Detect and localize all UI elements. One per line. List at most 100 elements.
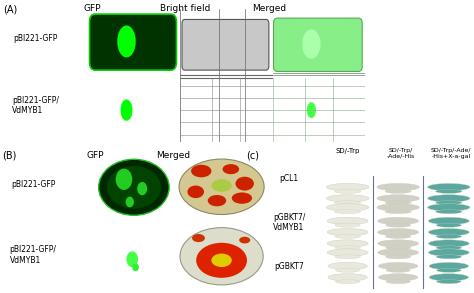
Ellipse shape	[385, 210, 411, 214]
Ellipse shape	[99, 159, 169, 215]
Ellipse shape	[236, 177, 254, 190]
Ellipse shape	[328, 262, 367, 270]
Text: pBI221-GFP/
VdMYB1: pBI221-GFP/ VdMYB1	[12, 96, 59, 115]
Ellipse shape	[385, 255, 411, 259]
Ellipse shape	[335, 246, 360, 250]
Ellipse shape	[215, 180, 228, 188]
Ellipse shape	[429, 274, 468, 281]
Text: SD/-Trp/-Ade/
-His+X-a-gal: SD/-Trp/-Ade/ -His+X-a-gal	[431, 148, 472, 159]
Ellipse shape	[436, 255, 462, 259]
Ellipse shape	[378, 249, 419, 256]
Ellipse shape	[335, 223, 360, 227]
Text: GFP: GFP	[86, 151, 103, 160]
Ellipse shape	[378, 240, 419, 247]
Ellipse shape	[132, 263, 139, 271]
Ellipse shape	[385, 234, 411, 239]
Ellipse shape	[192, 234, 205, 242]
Ellipse shape	[385, 246, 411, 250]
Text: SD/-Trp: SD/-Trp	[336, 148, 360, 154]
FancyBboxPatch shape	[90, 14, 176, 70]
Text: pGBKT7: pGBKT7	[274, 262, 304, 271]
Ellipse shape	[437, 280, 461, 284]
Ellipse shape	[378, 262, 418, 270]
Ellipse shape	[191, 165, 211, 177]
Ellipse shape	[386, 268, 410, 272]
Ellipse shape	[386, 280, 410, 284]
FancyBboxPatch shape	[273, 18, 362, 71]
Ellipse shape	[436, 223, 462, 227]
Ellipse shape	[437, 268, 461, 272]
Ellipse shape	[428, 204, 470, 211]
Ellipse shape	[307, 102, 316, 118]
Ellipse shape	[211, 179, 232, 192]
Ellipse shape	[336, 280, 360, 284]
Ellipse shape	[126, 197, 134, 207]
Ellipse shape	[428, 249, 469, 256]
Text: Merged: Merged	[156, 151, 190, 160]
Ellipse shape	[222, 164, 239, 174]
Ellipse shape	[179, 159, 264, 214]
Ellipse shape	[377, 195, 419, 202]
Ellipse shape	[428, 240, 469, 247]
Ellipse shape	[327, 249, 368, 256]
Ellipse shape	[327, 204, 369, 211]
Ellipse shape	[335, 234, 360, 239]
Ellipse shape	[436, 246, 462, 250]
Ellipse shape	[327, 195, 369, 202]
Text: pBI221-GFP: pBI221-GFP	[11, 180, 55, 189]
Ellipse shape	[117, 25, 136, 57]
Ellipse shape	[107, 166, 161, 209]
Ellipse shape	[208, 195, 226, 206]
Ellipse shape	[378, 274, 418, 281]
Ellipse shape	[180, 228, 263, 285]
Ellipse shape	[327, 217, 368, 225]
Ellipse shape	[327, 229, 368, 236]
Ellipse shape	[327, 183, 369, 191]
Ellipse shape	[428, 183, 470, 191]
Ellipse shape	[211, 253, 232, 267]
Ellipse shape	[436, 210, 462, 214]
Text: (A): (A)	[3, 4, 18, 14]
Ellipse shape	[327, 240, 368, 247]
Ellipse shape	[429, 262, 468, 270]
Ellipse shape	[385, 201, 411, 205]
Ellipse shape	[428, 195, 470, 202]
Ellipse shape	[428, 229, 469, 236]
Ellipse shape	[377, 204, 419, 211]
Ellipse shape	[335, 201, 361, 205]
Text: Merged: Merged	[253, 4, 287, 13]
Text: (c): (c)	[246, 151, 259, 161]
Ellipse shape	[378, 229, 419, 236]
Ellipse shape	[385, 189, 411, 193]
Ellipse shape	[436, 189, 462, 193]
Ellipse shape	[328, 274, 367, 281]
Ellipse shape	[335, 189, 361, 193]
Ellipse shape	[127, 251, 138, 267]
Text: Bright field: Bright field	[160, 4, 210, 13]
Text: GFP: GFP	[84, 4, 101, 13]
Ellipse shape	[239, 237, 250, 243]
Text: pBI221-GFP/
VdMYB1: pBI221-GFP/ VdMYB1	[9, 245, 57, 265]
Text: pBI221-GFP: pBI221-GFP	[13, 34, 58, 42]
Ellipse shape	[232, 193, 252, 204]
Ellipse shape	[335, 255, 360, 259]
Ellipse shape	[196, 243, 247, 278]
Ellipse shape	[335, 210, 361, 214]
Text: (B): (B)	[2, 151, 17, 161]
Ellipse shape	[336, 268, 360, 272]
Ellipse shape	[378, 217, 419, 225]
Text: pCL1: pCL1	[280, 174, 299, 183]
Text: pGBKT7/
VdMYB1: pGBKT7/ VdMYB1	[273, 213, 305, 232]
Ellipse shape	[302, 30, 320, 59]
Ellipse shape	[428, 217, 469, 225]
Ellipse shape	[137, 182, 147, 195]
Ellipse shape	[187, 185, 204, 198]
FancyBboxPatch shape	[182, 19, 269, 70]
Ellipse shape	[436, 234, 462, 239]
Ellipse shape	[116, 169, 132, 190]
Text: SD/-Trp/
-Ade/-His: SD/-Trp/ -Ade/-His	[387, 148, 415, 159]
Ellipse shape	[377, 183, 419, 191]
Ellipse shape	[120, 99, 133, 121]
Ellipse shape	[385, 223, 411, 227]
Ellipse shape	[436, 201, 462, 205]
